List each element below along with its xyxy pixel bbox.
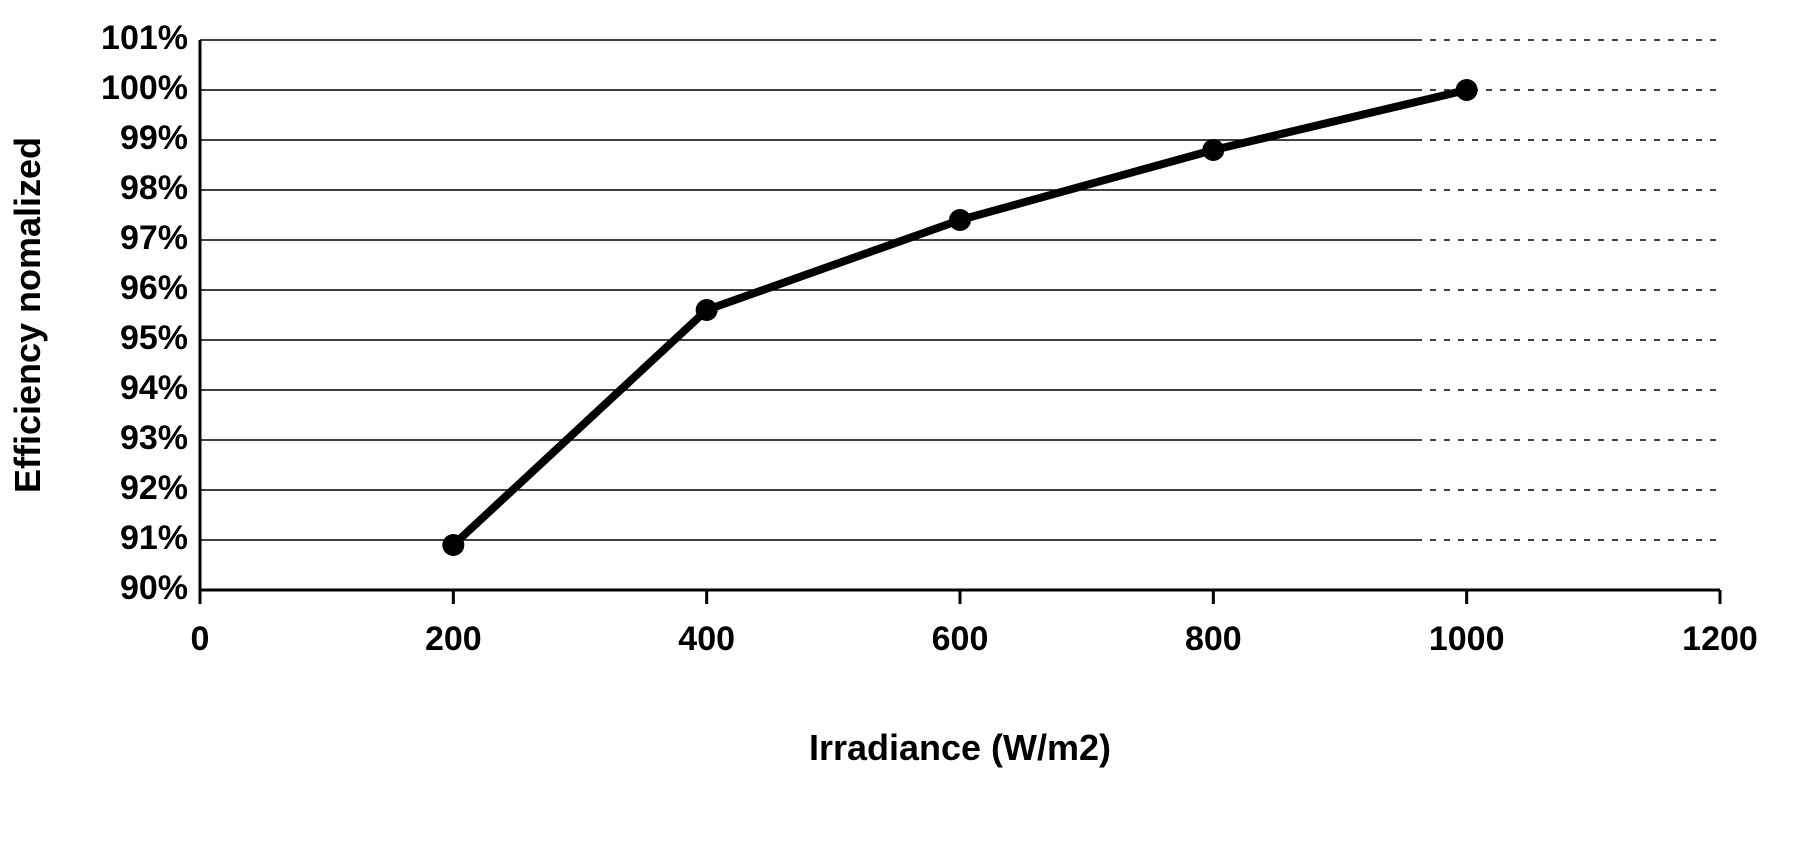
y-tick-label: 98% <box>120 169 188 207</box>
data-marker <box>949 209 971 231</box>
chart-svg: 90% 91% 92% 93% 94% 95% 96% 97% 98% 99% 100% 101% 0 2… <box>0 0 1814 850</box>
y-axis-label: Efficiency nomalized <box>7 137 48 493</box>
efficiency-chart: 90% 91% 92% 93% 94% 95% 96% 97% 98% 99% 100% 101% 0 2… <box>0 0 1814 850</box>
y-tick-label: 93% <box>120 419 188 457</box>
y-tick-label: 92% <box>120 469 188 507</box>
x-tick-label: 200 <box>425 620 482 658</box>
x-tick-label: 1000 <box>1429 620 1505 658</box>
y-tick-label: 99% <box>120 119 188 157</box>
y-tick-label: 94% <box>120 369 188 407</box>
data-marker <box>696 299 718 321</box>
y-tick-label: 100% <box>101 69 188 107</box>
data-marker <box>1456 79 1478 101</box>
data-marker <box>442 534 464 556</box>
y-tick-label: 95% <box>120 319 188 357</box>
y-tick-label: 96% <box>120 269 188 307</box>
x-tick-label: 400 <box>678 620 735 658</box>
data-marker <box>1202 139 1224 161</box>
y-tick-label: 90% <box>120 569 188 607</box>
y-tick-label: 91% <box>120 519 188 557</box>
y-tick-label: 101% <box>101 19 188 57</box>
y-tick-label: 97% <box>120 219 188 257</box>
x-tick-label: 600 <box>932 620 989 658</box>
x-tick-label: 0 <box>191 620 210 658</box>
x-axis-label: Irradiance (W/m2) <box>809 727 1111 768</box>
x-tick-label: 1200 <box>1682 620 1758 658</box>
x-tick-label: 800 <box>1185 620 1242 658</box>
